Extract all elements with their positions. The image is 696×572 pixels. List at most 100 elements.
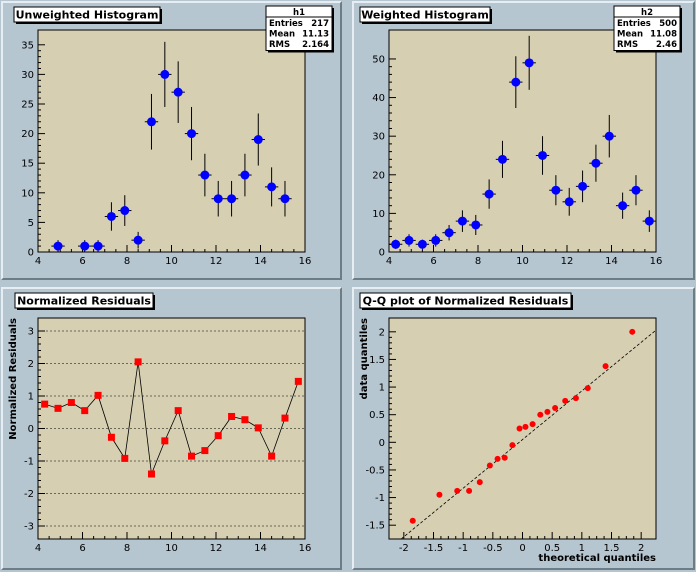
p1-ytick-label: 20 xyxy=(21,129,34,140)
p2-data-point xyxy=(444,228,454,238)
p1-xtick-label: 10 xyxy=(165,256,178,267)
p3-data-point xyxy=(121,454,129,462)
p2-data-point xyxy=(631,185,641,195)
p4-ytick-label: 1 xyxy=(379,383,385,394)
p1-stats-name: h1 xyxy=(293,8,305,18)
p1-stats-value: 11.13 xyxy=(302,30,329,40)
p3-data-point xyxy=(241,416,249,424)
p2-data-point xyxy=(578,181,588,191)
p3-data-point xyxy=(201,447,209,455)
p4-data-point xyxy=(436,491,443,498)
p3-data-point xyxy=(54,404,62,412)
p1-xtick-label: 14 xyxy=(254,256,267,267)
p2-xtick-label: 12 xyxy=(561,256,574,267)
p4-data-point xyxy=(509,442,516,449)
p3-title: Normalized Residuals xyxy=(17,295,151,308)
p1-data-point xyxy=(173,87,183,97)
p1-data-point xyxy=(106,211,116,221)
p1-data-point xyxy=(120,206,130,216)
p4-xtick-label: -1 xyxy=(458,543,468,554)
p4-data-point xyxy=(409,517,416,524)
p1-data-point xyxy=(213,194,223,204)
p2-xtick-label: 4 xyxy=(386,256,392,267)
p2-ytick-label: 20 xyxy=(372,170,385,181)
p2-stats-box xyxy=(613,5,681,51)
p1-stats-value: 217 xyxy=(311,19,329,29)
p1-xtick-label: 16 xyxy=(299,256,312,267)
p2-title-box xyxy=(359,6,491,23)
p2-xtick-label: 8 xyxy=(475,256,481,267)
p2-stats-name: h2 xyxy=(641,8,653,18)
p2-stats-label: Mean xyxy=(617,30,643,40)
p3-xtick-label: 10 xyxy=(165,543,178,554)
p2-ytick-label: 50 xyxy=(372,54,385,65)
p4-data-point xyxy=(537,411,544,418)
p1-data-point xyxy=(187,129,197,139)
p3-xtick-label: 12 xyxy=(210,543,223,554)
p4-data-point xyxy=(629,328,636,335)
p4-data-point xyxy=(494,455,501,462)
p3-data-point xyxy=(268,452,276,460)
p1-xtick-label: 4 xyxy=(35,256,41,267)
p2-data-point xyxy=(564,197,574,207)
p2-ytick-label: 30 xyxy=(372,132,385,143)
p3-data-point xyxy=(294,377,302,385)
p2-data-point xyxy=(538,150,548,160)
p3-ytick-label: -2 xyxy=(24,489,34,500)
p4-title-box xyxy=(359,292,572,309)
p2-stats-label: RMS xyxy=(617,40,638,50)
p4-data-point xyxy=(466,487,473,494)
p1-stats-box xyxy=(265,5,333,51)
p2-ytick-label: 0 xyxy=(379,248,385,259)
p3-xtick-label: 4 xyxy=(35,543,41,554)
p1-ytick-label: 35 xyxy=(21,40,34,51)
p3-data-point xyxy=(254,424,262,432)
p4-xtick-label: 0 xyxy=(519,543,525,554)
p3-data-point xyxy=(161,437,169,445)
p4-xtick-label: -0.5 xyxy=(483,543,503,554)
p4-ytick-label: 0 xyxy=(379,438,385,449)
p1-ytick-label: 5 xyxy=(28,218,34,229)
p3-data-point xyxy=(94,391,102,399)
p3-data-point xyxy=(188,452,196,460)
p3-ytick-label: -3 xyxy=(24,522,34,533)
p3-ytick-label: -1 xyxy=(24,457,34,468)
p2-data-point xyxy=(417,239,427,249)
p2-data-point xyxy=(551,185,561,195)
p3-data-point xyxy=(147,470,155,478)
p4-xtick-label: -2 xyxy=(399,543,409,554)
p1-data-point xyxy=(267,182,277,192)
p2-xtick-label: 14 xyxy=(605,256,618,267)
p4-xtick-label: 0.5 xyxy=(544,543,560,554)
p3-ylabel: Normalized Residuals xyxy=(8,318,19,440)
p2-xtick-label: 10 xyxy=(516,256,529,267)
p1-plot-area xyxy=(37,29,306,253)
p4-data-point xyxy=(572,395,579,402)
p1-data-point xyxy=(200,170,210,180)
p4-data-point xyxy=(522,423,529,430)
p2-data-point xyxy=(591,158,601,168)
p3-data-point xyxy=(67,399,75,406)
p1-xtick-label: 12 xyxy=(210,256,223,267)
p3-data-point xyxy=(281,414,289,422)
p1-data-point xyxy=(53,241,63,251)
p3-data-point xyxy=(41,400,49,408)
p1-data-point xyxy=(253,135,263,145)
p1-title: Unweighted Histogram xyxy=(16,9,159,22)
p4-data-point xyxy=(476,479,483,486)
p1-ytick-label: 25 xyxy=(21,100,34,111)
p4-xtick-label: 1.5 xyxy=(604,543,620,554)
p4-ytick-label: 2 xyxy=(379,327,385,338)
p3-ytick-label: 0 xyxy=(28,424,34,435)
p1-data-point xyxy=(80,241,90,251)
p3-data-point xyxy=(174,407,182,415)
p1-xtick-label: 8 xyxy=(124,256,130,267)
p2-data-point xyxy=(404,235,414,245)
p3-data-point xyxy=(228,412,236,420)
p1-xtick-label: 6 xyxy=(79,256,85,267)
p1-ytick-label: 15 xyxy=(21,159,34,170)
p1-stats-label: Entries xyxy=(269,19,303,29)
p4-ytick-label: 0.5 xyxy=(369,410,385,421)
p4-data-point xyxy=(529,421,536,428)
